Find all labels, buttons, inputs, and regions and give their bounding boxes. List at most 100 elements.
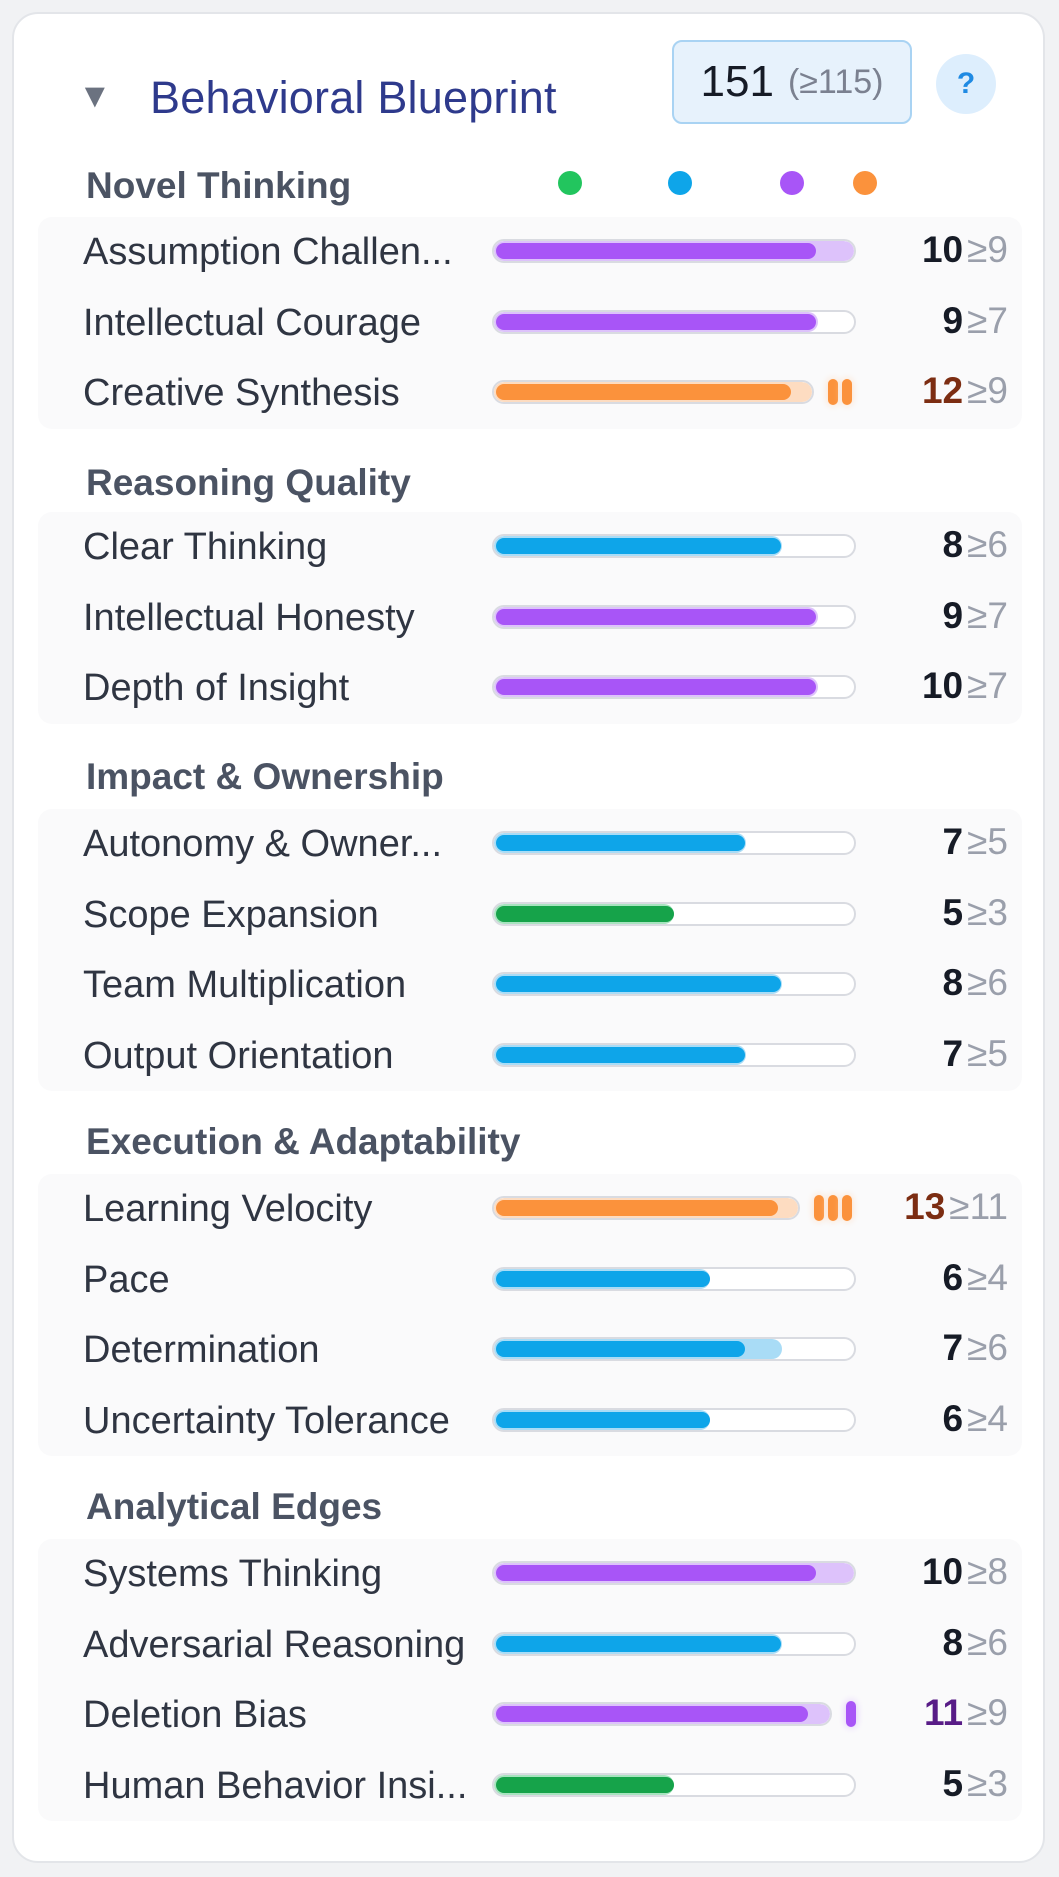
metric-score-value: 8 [942,962,964,1003]
metric-fill [496,1200,778,1216]
metric-fill [496,1636,781,1652]
metric-score: 8 ≥6 [858,958,1008,1008]
metric-progress-bar [492,1702,832,1726]
metric-fill [496,1271,710,1287]
metric-score-value: 8 [942,1622,964,1663]
metric-score-threshold: ≥9 [967,370,1008,411]
excess-marker [828,379,838,405]
metric-label: Intellectual Honesty [83,597,415,639]
metric-score-value: 10 [921,1551,964,1592]
total-score-value: 151 [700,57,774,106]
metric-label: Scope Expansion [83,894,379,936]
metric-score-value: 7 [942,1327,964,1368]
metric-score: 6 ≥4 [858,1253,1008,1303]
metric-score-threshold: ≥6 [967,1622,1008,1663]
metric-row: Intellectual Courage 9 ≥7 [38,288,1022,358]
behavioral-blueprint-card: ▼ Behavioral Blueprint 151 (≥115) ? Nove… [12,12,1045,1863]
metric-score-threshold: ≥6 [967,524,1008,565]
collapse-toggle-icon[interactable]: ▼ [78,77,112,115]
metric-row: Team Multiplication 8 ≥6 [38,950,1022,1020]
metric-label: Systems Thinking [83,1553,383,1595]
metric-progress-bar [492,1408,856,1432]
metric-score-threshold: ≥3 [967,1763,1008,1804]
metric-label: Pace [83,1259,170,1301]
metric-score: 5 ≥3 [858,1759,1008,1809]
metric-row: Scope Expansion 5 ≥3 [38,880,1022,950]
metric-score-threshold: ≥9 [967,1692,1008,1733]
metric-score-value: 10 [921,665,964,706]
metric-score: 12 ≥9 [858,366,1008,416]
metric-score: 7 ≥5 [858,1029,1008,1079]
excess-marker [814,1195,824,1221]
metric-progress-bar [492,239,856,263]
metric-progress-bar [492,1267,856,1291]
metric-score: 11 ≥9 [858,1688,1008,1738]
metric-label: Adversarial Reasoning [83,1624,466,1666]
metric-score-value: 7 [942,821,964,862]
metric-progress-bar [492,1043,856,1067]
metric-fill [496,1412,710,1428]
metric-score-value: 10 [921,229,964,270]
metric-score-value: 5 [942,1763,964,1804]
metric-score-threshold: ≥3 [967,892,1008,933]
metric-score-threshold: ≥4 [967,1398,1008,1439]
metric-score: 9 ≥7 [858,591,1008,641]
metric-score: 10 ≥9 [858,225,1008,275]
metric-fill [496,1047,745,1063]
metric-row: Adversarial Reasoning 8 ≥6 [38,1610,1022,1680]
metric-row: Deletion Bias 11 ≥9 [38,1680,1022,1750]
metric-score-value: 6 [942,1257,964,1298]
metric-label: Deletion Bias [83,1694,307,1736]
metric-score-value: 13 [904,1186,946,1227]
section-rows: Clear Thinking 8 ≥6 Intellectual Honesty 9 ≥7… [38,512,1022,724]
metric-score-threshold: ≥11 [949,1186,1008,1227]
metric-progress-bar [492,675,856,699]
metric-score: 10 ≥7 [858,661,1008,711]
metric-score: 6 ≥4 [858,1394,1008,1444]
metric-score: 8 ≥6 [858,520,1008,570]
metric-fill [496,609,816,625]
metric-label: Clear Thinking [83,526,328,568]
metric-label: Output Orientation [83,1035,394,1077]
metric-row: Pace 6 ≥4 [38,1245,1022,1315]
metric-score-threshold: ≥9 [967,229,1008,270]
metric-progress-bar [492,902,856,926]
section-title: Novel Thinking [86,165,352,206]
metric-label: Determination [83,1329,320,1371]
section-rows: Assumption Challen... 10 ≥9 Intellectual Co… [38,217,1022,429]
metric-fill [496,1777,674,1793]
metric-fill [496,384,791,400]
section-title: Execution & Adaptability [86,1121,521,1162]
metric-label: Learning Velocity [83,1188,373,1230]
metric-score-threshold: ≥6 [967,1327,1008,1368]
metric-progress-bar [492,380,814,404]
metric-label: Human Behavior Insi... [83,1765,468,1807]
metric-score-threshold: ≥5 [967,821,1008,862]
excess-marker [842,1195,852,1221]
metric-score-threshold: ≥7 [967,300,1008,341]
legend-dot-0 [558,171,582,195]
metric-score-threshold: ≥8 [967,1551,1008,1592]
metric-label: Assumption Challen... [83,231,453,273]
section-title: Analytical Edges [86,1486,383,1527]
excess-marker [828,1195,838,1221]
metric-score-threshold: ≥5 [967,1033,1008,1074]
metric-fill [496,1565,816,1581]
metric-fill [496,835,745,851]
legend-dot-2 [780,171,804,195]
metric-row: Determination 7 ≥6 [38,1315,1022,1385]
metric-score-value: 12 [921,370,964,411]
metric-progress-bar [492,1773,856,1797]
metric-score: 8 ≥6 [858,1618,1008,1668]
metric-progress-bar [492,1632,856,1656]
section-rows: Autonomy & Owner... 7 ≥5 Scope Expansion 5 ≥3… [38,809,1022,1091]
metric-row: Autonomy & Owner... 7 ≥5 [38,809,1022,879]
metric-label: Depth of Insight [83,667,350,709]
metric-label: Team Multiplication [83,964,407,1006]
metric-score: 5 ≥3 [858,888,1008,938]
section-title: Impact & Ownership [86,756,444,797]
metric-row: Depth of Insight 10 ≥7 [38,653,1022,723]
metric-fill [496,243,816,259]
help-icon[interactable]: ? [936,54,996,114]
metric-score-value: 9 [942,300,964,341]
